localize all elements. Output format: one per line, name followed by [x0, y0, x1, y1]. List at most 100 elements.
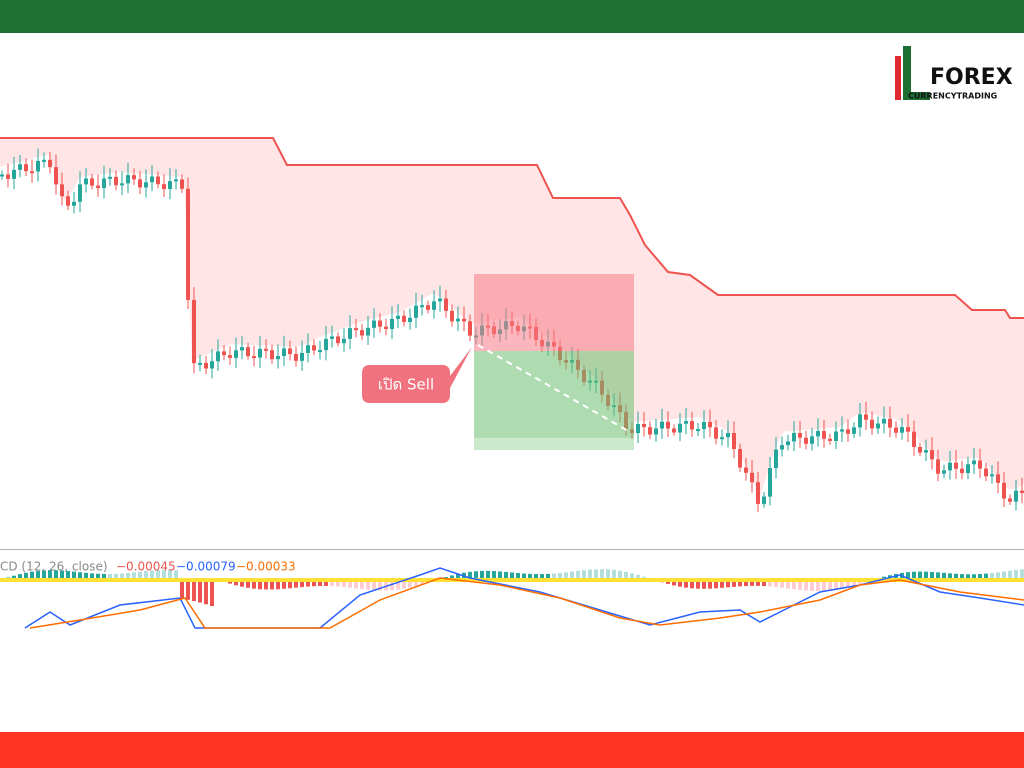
macd-histogram	[696, 580, 700, 589]
macd-histogram	[504, 571, 508, 580]
macd-histogram	[1002, 571, 1006, 580]
candle-body	[366, 327, 370, 336]
candle-body	[138, 179, 142, 188]
candle-body	[186, 188, 190, 300]
macd-histogram	[924, 571, 928, 580]
candle-body	[774, 449, 778, 469]
candle-body	[276, 356, 280, 360]
candle-body	[924, 450, 928, 453]
macd-histogram	[498, 571, 502, 580]
candle-body	[750, 472, 754, 483]
macd-histogram	[630, 573, 634, 580]
candle-body	[120, 183, 124, 186]
macd-pane	[0, 567, 1024, 629]
macd-histogram	[90, 573, 94, 580]
macd-histogram	[66, 571, 70, 580]
macd-histogram	[186, 580, 190, 600]
macd-histogram	[210, 580, 214, 607]
macd-histogram	[306, 580, 310, 587]
candle-body	[1014, 490, 1018, 502]
candle-body	[756, 482, 760, 504]
candle-body	[150, 176, 154, 183]
candle-body	[180, 179, 184, 189]
macd-histogram	[372, 580, 376, 591]
macd-histogram	[564, 572, 568, 580]
candle-body	[384, 326, 388, 329]
macd-histogram	[894, 573, 898, 580]
candle-body	[60, 184, 64, 197]
macd-histogram	[114, 573, 118, 580]
macd-histogram	[348, 580, 352, 588]
logo-bar	[895, 56, 901, 100]
candle-body	[816, 431, 820, 437]
macd-histogram	[600, 569, 604, 580]
candle-body	[432, 301, 436, 310]
candle-body	[900, 427, 904, 433]
candle-body	[834, 431, 838, 441]
macd-histogram	[126, 572, 130, 580]
macd-histogram	[780, 580, 784, 588]
candle-body	[294, 354, 298, 361]
candle-body	[126, 175, 130, 184]
candle-body	[708, 422, 712, 428]
candle-body	[108, 176, 112, 179]
candle-body	[762, 496, 766, 504]
signal-line	[29, 577, 1024, 629]
macd-histogram	[72, 571, 76, 580]
macd-histogram	[954, 573, 958, 580]
macd-histogram	[174, 570, 178, 580]
macd-histogram	[480, 570, 484, 580]
candle-body	[780, 445, 784, 450]
candle-body	[660, 421, 664, 429]
candle-body	[840, 429, 844, 432]
candle-body	[312, 345, 316, 351]
macd-signal-value: −0.00033	[236, 560, 296, 574]
candle-body	[156, 176, 160, 185]
macd-histogram	[384, 580, 388, 591]
macd-histogram	[1008, 570, 1012, 580]
macd-histogram	[84, 572, 88, 580]
candle-body	[216, 351, 220, 362]
candle-body	[174, 179, 178, 182]
macd-histogram	[606, 569, 610, 580]
candle-body	[42, 159, 46, 162]
candle-body	[264, 348, 268, 351]
macd-histogram	[918, 571, 922, 580]
candle-body	[84, 178, 88, 185]
macd-histogram	[420, 580, 424, 585]
macd-histogram	[144, 571, 148, 580]
macd-histogram	[768, 580, 772, 587]
macd-histogram	[270, 580, 274, 590]
candle-body	[162, 184, 166, 190]
candle-body	[18, 164, 22, 170]
macd-histogram	[804, 580, 808, 591]
position-tool	[474, 274, 634, 450]
logo-brand: FOREX	[930, 65, 1013, 90]
candle-body	[642, 424, 646, 428]
logo-tagline: CURRENCYTRADING	[908, 92, 997, 101]
macd-histogram	[690, 580, 694, 589]
macd-histogram	[852, 580, 856, 586]
candle-body	[378, 320, 382, 327]
candle-body	[870, 419, 874, 429]
macd-histogram	[12, 575, 16, 580]
macd-histogram	[756, 580, 760, 586]
candle-body	[648, 427, 652, 435]
macd-histogram	[978, 574, 982, 580]
macd-histogram	[240, 580, 244, 587]
macd-histogram	[102, 573, 106, 580]
macd-histogram	[930, 571, 934, 580]
candle-body	[954, 462, 958, 469]
candle-body	[672, 428, 676, 433]
macd-histogram	[816, 580, 820, 592]
candle-body	[654, 428, 658, 435]
macd-histogram	[792, 580, 796, 590]
candle-body	[666, 421, 670, 429]
macd-histogram	[48, 570, 52, 580]
macd-histogram	[762, 580, 766, 587]
macd-histogram	[342, 580, 346, 588]
macd-histogram	[234, 580, 238, 586]
candle-body	[396, 315, 400, 319]
macd-histogram	[288, 580, 292, 589]
